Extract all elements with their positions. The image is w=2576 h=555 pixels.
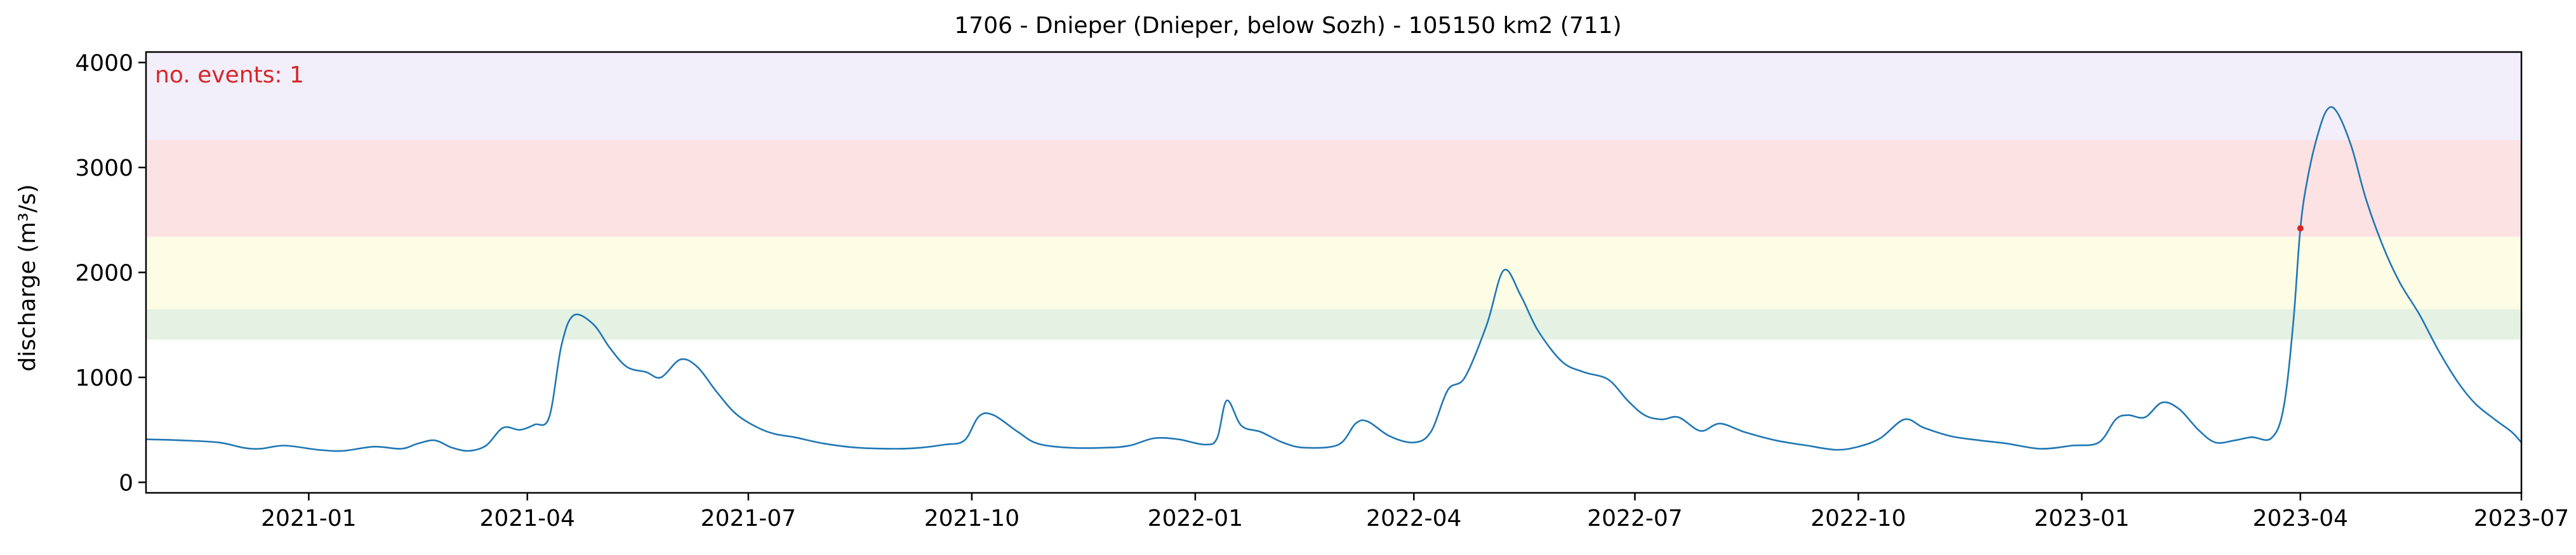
x-tick-label: 2023-07 <box>2474 506 2569 532</box>
chart-title: 1706 - Dnieper (Dnieper, below Sozh) - 1… <box>954 13 1621 39</box>
x-tick-label: 2023-01 <box>2034 506 2129 532</box>
event-markers <box>2297 225 2304 232</box>
x-tick-label: 2021-04 <box>479 506 574 532</box>
x-tick-label: 2022-07 <box>1587 506 1682 532</box>
x-tick-label: 2022-04 <box>1366 506 1461 532</box>
x-tick-label: 2021-07 <box>701 506 796 532</box>
y-axis-label: discharge (m³/s) <box>15 184 41 371</box>
x-tick-label: 2022-01 <box>1148 506 1243 532</box>
x-tick-label: 2021-01 <box>261 506 356 532</box>
x-tick-label: 2023-04 <box>2253 506 2348 532</box>
threshold-band-2 <box>146 237 2521 310</box>
y-tick-label: 4000 <box>75 51 133 77</box>
threshold-bands <box>146 52 2521 340</box>
event-count-annotation: no. events: 1 <box>155 62 304 88</box>
y-tick-label: 3000 <box>75 155 133 181</box>
series-layer <box>146 106 2521 452</box>
event-marker-1 <box>2297 225 2304 232</box>
x-tick-label: 2022-10 <box>1810 506 1906 532</box>
threshold-band-1 <box>146 309 2521 340</box>
y-axis: 0 1000 2000 3000 4000 <box>75 51 146 496</box>
threshold-band-3 <box>146 140 2521 237</box>
discharge-series-line <box>146 106 2521 452</box>
x-tick-label: 2021-10 <box>924 506 1019 532</box>
threshold-band-4 <box>146 52 2521 140</box>
x-axis: 2021-01 2021-04 2021-07 2021-10 2022-01 2022-… <box>261 493 2569 532</box>
y-tick-label: 2000 <box>75 261 133 287</box>
y-tick-label: 1000 <box>75 365 133 391</box>
y-tick-label: 0 <box>119 470 133 496</box>
